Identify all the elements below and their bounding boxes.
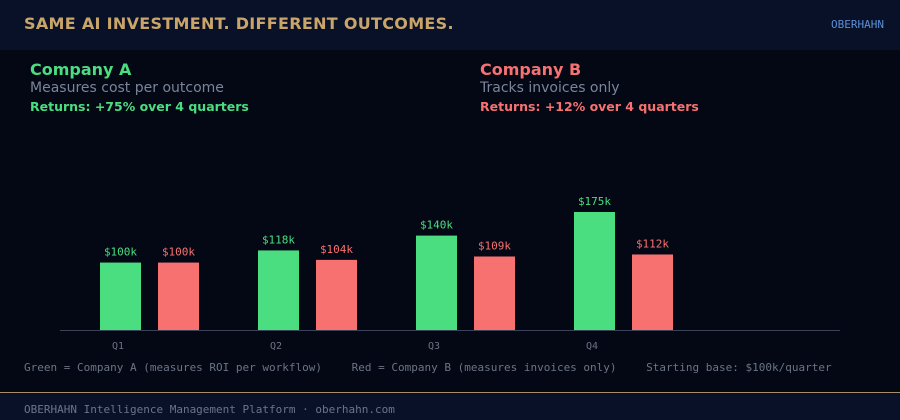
- data-label-company-a-q2: $118k: [262, 233, 295, 246]
- company-a-summary: Company A Measures cost per outcome Retu…: [30, 60, 249, 114]
- data-label-company-b-q3: $109k: [478, 240, 511, 253]
- bar-company-a-q3: [416, 235, 457, 330]
- footer-bar: OBERHAHN Intelligence Management Platfor…: [0, 393, 900, 420]
- data-label-company-a-q4: $175k: [578, 195, 611, 208]
- bar-company-a-q2: [258, 250, 299, 330]
- company-b-name: Company B: [480, 60, 582, 79]
- x-tick-q1: Q1: [112, 341, 124, 352]
- bar-company-b-q4: [632, 254, 673, 330]
- legend-red: Red = Company B (measures invoices only): [351, 361, 617, 374]
- page-title: SAME AI INVESTMENT. DIFFERENT OUTCOMES.: [24, 14, 454, 33]
- bar-company-a-q4: [574, 212, 615, 330]
- x-tick-q3: Q3: [428, 341, 440, 352]
- data-label-company-a-q1: $100k: [104, 246, 137, 259]
- x-tick-q2: Q2: [270, 341, 282, 352]
- company-b-returns: Returns: +12% over 4 quarters: [480, 99, 699, 114]
- data-label-company-b-q1: $100k: [162, 246, 195, 259]
- company-a-returns: Returns: +75% over 4 quarters: [30, 99, 249, 114]
- chart-legend: Green = Company A (measures ROI per work…: [24, 361, 855, 374]
- legend-green: Green = Company A (measures ROI per work…: [24, 361, 323, 374]
- bar-chart: $100k $100k Q1 $118k $104k Q2 $140k $109k Q3 $175…: [60, 195, 840, 352]
- footer-text: OBERHAHN Intelligence Management Platfor…: [24, 403, 395, 416]
- x-tick-q4: Q4: [586, 341, 598, 352]
- data-label-company-b-q4: $112k: [636, 237, 669, 250]
- data-label-company-b-q2: $104k: [320, 243, 353, 256]
- legend-base: Starting base: $100k/quarter: [646, 361, 832, 374]
- brand-name: OBERHAHN: [831, 18, 884, 31]
- bar-company-b-q3: [474, 256, 515, 330]
- bar-company-b-q2: [316, 259, 357, 330]
- data-label-company-a-q3: $140k: [420, 219, 453, 232]
- footer-divider: [0, 392, 900, 393]
- bar-company-a-q1: [100, 262, 141, 330]
- bar-company-b-q1: [158, 262, 199, 330]
- company-b-summary: Company B Tracks invoices only Returns: …: [480, 60, 699, 114]
- header-bar: SAME AI INVESTMENT. DIFFERENT OUTCOMES. …: [0, 0, 900, 50]
- company-b-description: Tracks invoices only: [480, 80, 620, 96]
- company-a-description: Measures cost per outcome: [30, 80, 224, 96]
- company-a-name: Company A: [30, 60, 132, 79]
